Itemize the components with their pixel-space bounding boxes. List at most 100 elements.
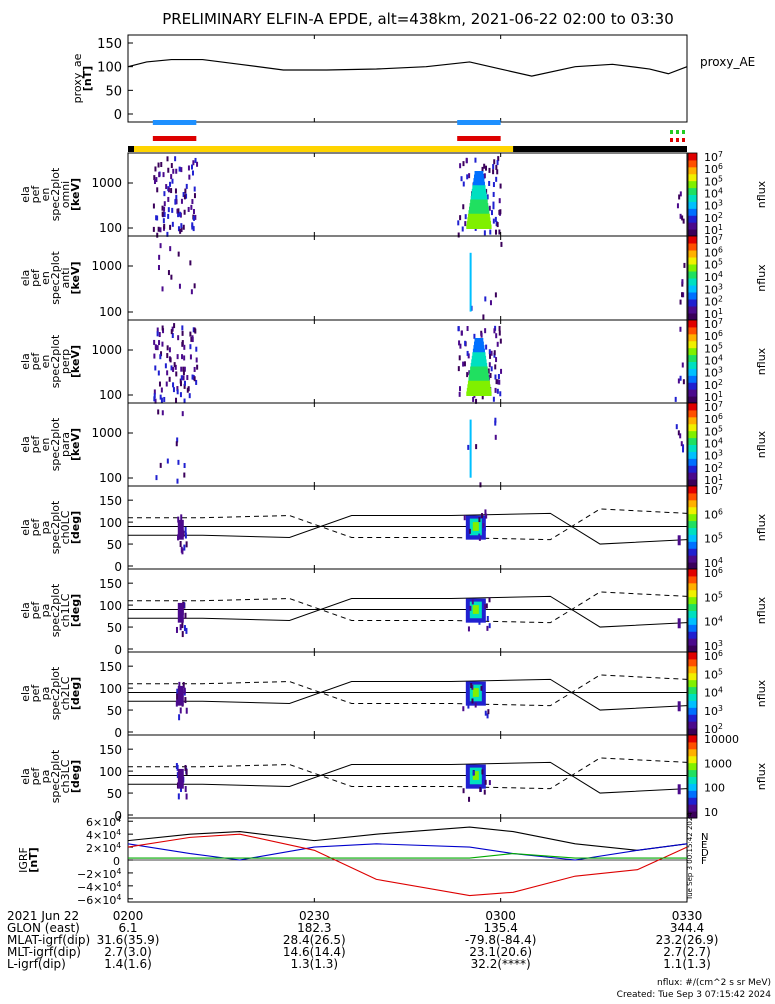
- ae-frame: [127, 34, 688, 123]
- colorbar-tick: 1000: [704, 757, 732, 770]
- pa-ylabel-line: [deg]: [69, 760, 82, 793]
- spectrogram-pixel: [180, 366, 183, 372]
- spectrogram-pixel: [159, 243, 162, 249]
- colorbar-tick: 106: [704, 412, 723, 426]
- spectrogram-pixel: [178, 211, 181, 217]
- colorbar-segment: [688, 264, 697, 272]
- colorbar-tick: 102: [704, 295, 723, 309]
- spectrogram-burst-cell: [473, 178, 485, 183]
- spectrogram-pixel: [459, 163, 462, 169]
- pa-pixel: [177, 793, 180, 800]
- igrf-ytick-label: −2×104: [77, 867, 121, 881]
- spectrogram-pixel: [492, 182, 495, 188]
- spectrogram-burst-cell: [473, 345, 485, 350]
- spectrogram-pixel: [462, 181, 465, 187]
- colorbar-segment: [688, 416, 697, 425]
- pa-pixel: [468, 528, 471, 534]
- pa-frame: [127, 568, 688, 653]
- pa-pixel: [175, 700, 178, 707]
- colorbar-segment: [688, 575, 697, 584]
- spectrogram-burst-cell: [466, 220, 492, 226]
- spectrogram-burst-cell: [472, 348, 485, 354]
- pa-pixel: [471, 698, 474, 704]
- spectrogram-pixels: [155, 409, 186, 484]
- pa-pixel: [471, 684, 474, 690]
- pa-pixel: [486, 625, 489, 631]
- spectrogram-pixel: [496, 388, 499, 394]
- spectrogram-pixel: [492, 396, 495, 402]
- colorbar-tick-base: 10: [704, 308, 718, 321]
- spectrogram-burst-cell: [473, 341, 484, 347]
- spectrogram-pixel: [493, 352, 496, 358]
- spectrogram-pixel: [492, 191, 495, 197]
- ae-series-label: proxy_AE: [700, 55, 755, 69]
- spec-ylabel-line: spec2plot: [49, 417, 62, 471]
- colorbar-segment: [688, 486, 697, 494]
- colorbar-tick-base: 10: [704, 246, 718, 259]
- pa-pixel: [486, 713, 489, 719]
- ae-line: [127, 58, 688, 77]
- colorbar-tick-base: 10: [704, 591, 718, 604]
- colorbar-segment: [688, 236, 697, 244]
- igrf-series-N: [127, 826, 688, 851]
- spectrogram-pixel: [496, 341, 499, 347]
- colorbar-segment: [688, 173, 697, 182]
- spectrogram-pixel: [161, 325, 164, 331]
- spectrogram-pixel: [467, 353, 470, 359]
- colorbar-segment: [688, 569, 697, 577]
- igrf-ytick-label-base: 4×10: [86, 829, 116, 842]
- spec-ylabel-line: en: [39, 438, 52, 452]
- spectrogram-pixel: [153, 175, 156, 181]
- pa-core-left: [177, 768, 184, 789]
- spectrogram-pixel: [683, 262, 686, 268]
- spectrogram-pixel: [193, 193, 196, 199]
- pa-pixel: [471, 599, 474, 605]
- colorbar-segment: [688, 672, 697, 681]
- colorbar-tick-exp: 5: [718, 174, 723, 183]
- spectrogram-pixel: [168, 347, 171, 353]
- colorbar-tick: 106: [704, 162, 723, 176]
- igrf-ytick-label: 6×104: [86, 815, 121, 829]
- spectrogram-burst-cell: [469, 203, 489, 208]
- spectrogram-pixel: [166, 345, 169, 351]
- spectrogram-pixels: [674, 326, 685, 402]
- spectrogram-pixel: [193, 376, 196, 382]
- spectrogram-pixel: [463, 361, 466, 367]
- colorbar-tick: 101: [704, 223, 723, 237]
- spec-frame: [127, 402, 688, 487]
- spectrogram-pixel: [164, 363, 167, 369]
- spectrogram-pixel: [475, 444, 478, 450]
- spectrogram-pixel: [487, 368, 490, 374]
- spectrogram-pixel: [193, 366, 196, 372]
- spectrogram-pixel: [166, 370, 169, 376]
- table-row-label: MLAT-igrf(dip): [7, 933, 90, 947]
- spectrogram-pixel: [183, 398, 186, 404]
- colorbar-label-group: nflux: [755, 430, 768, 458]
- pa-pixel: [482, 523, 485, 529]
- spectrogram-pixel: [176, 386, 179, 392]
- spectrogram-pixel: [191, 199, 194, 205]
- spectrogram-pixel: [183, 472, 186, 478]
- pa-ytick-label: 100: [99, 516, 122, 530]
- colorbar-segment: [688, 250, 697, 258]
- colorbar-tick: 103: [704, 366, 723, 380]
- colorbar-tick-base: 10: [704, 200, 718, 213]
- pa-pixel: [177, 516, 180, 523]
- colorbar-tick-exp: 7: [718, 483, 723, 492]
- colorbar-tick-base: 10: [704, 296, 718, 309]
- colorbar-tick-base: 10: [704, 640, 718, 653]
- spec-ylabel-line: ela: [19, 353, 32, 370]
- spectrogram-pixel: [472, 396, 475, 402]
- pa-ylabel-line: ela: [19, 602, 32, 619]
- pa-data: [177, 509, 681, 555]
- zone-dot: [670, 130, 673, 134]
- pa-pixel: [176, 688, 179, 695]
- pa-ylabel-line: pa: [39, 604, 52, 618]
- spectrogram-pixel: [458, 391, 461, 397]
- colorbar-segment: [688, 700, 697, 708]
- colorbar-tick: 105: [704, 341, 723, 355]
- colorbar-segment: [688, 596, 697, 605]
- colorbar-segment: [688, 714, 697, 722]
